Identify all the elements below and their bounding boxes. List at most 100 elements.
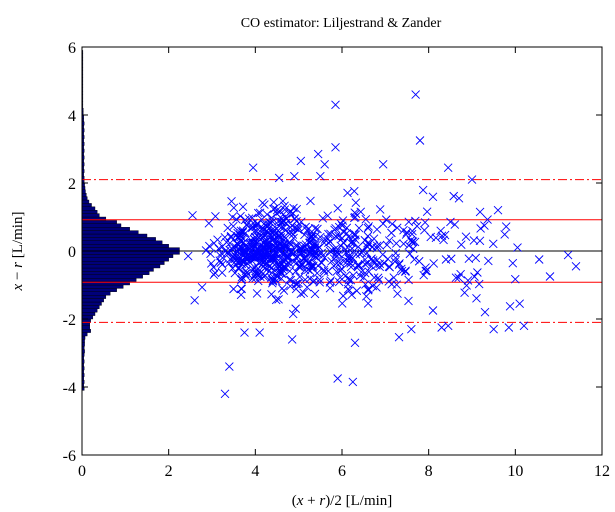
histogram-bar [81,271,150,275]
data-point [364,284,373,294]
data-point [504,323,514,332]
data-point [352,286,362,296]
data-point [337,264,347,274]
data-point [351,209,361,219]
data-point [329,261,339,271]
data-point [274,295,283,304]
data-point [328,246,337,255]
histogram-bar [81,288,117,292]
data-point [342,223,352,233]
data-point [440,230,450,240]
histogram-bar [81,247,180,252]
x-tick-label: 4 [251,463,259,480]
data-point [335,273,345,282]
data-point [227,196,236,206]
data-point [515,299,524,309]
data-point [472,293,481,303]
data-point [296,289,306,299]
data-point [217,268,227,278]
data-point [216,258,226,267]
data-point [410,237,420,247]
data-point [267,268,277,278]
data-point [256,225,266,235]
data-point [361,280,370,289]
data-point [408,226,417,236]
histogram-bar [81,254,174,258]
data-point [408,244,418,254]
data-point [363,299,373,308]
data-point [190,295,199,305]
data-point [262,210,272,219]
data-point [252,269,262,279]
data-point [383,254,393,264]
data-point [287,335,297,344]
data-point [310,289,320,299]
data-point [348,377,358,387]
data-point [393,289,402,298]
x-tick-label: 10 [507,463,523,480]
data-point [401,230,411,239]
data-point [231,231,241,240]
data-point [220,389,230,399]
histogram-bar [81,278,137,282]
data-point [449,191,459,201]
data-point [419,270,429,280]
data-point [292,204,302,214]
y-tick-label: 6 [68,40,76,57]
data-point [404,241,414,250]
data-point [343,188,352,198]
data-point [256,272,265,282]
data-point [362,241,371,251]
data-point [563,250,573,260]
data-point [451,273,461,282]
data-point [390,257,400,266]
data-point [474,279,484,289]
data-point [309,261,318,271]
data-point [294,225,303,235]
x-tick-label: 8 [425,463,433,480]
histogram-bar [81,226,130,231]
data-point [456,240,466,249]
data-point [267,255,277,264]
histogram-bar [81,332,88,337]
data-point [237,237,246,246]
data-point [316,258,326,267]
data-point [201,246,211,255]
data-point [291,267,301,276]
data-point [323,211,333,221]
data-point [467,175,477,184]
data-point [228,264,237,273]
data-point [396,264,406,274]
data-point [285,208,295,217]
data-point [374,275,384,285]
data-point [225,238,235,248]
data-point [381,215,391,224]
data-point [378,159,388,169]
data-point [222,237,231,247]
data-point [375,259,385,269]
data-point [375,241,385,250]
data-point [258,198,267,208]
data-point [461,232,471,242]
data-point [373,273,383,283]
data-point [443,321,453,331]
data-point [267,278,277,288]
data-point [331,100,340,110]
data-point [308,262,318,272]
data-point [333,204,343,213]
histogram-bar [81,329,91,333]
data-point [279,210,288,219]
data-point [235,231,245,241]
data-point [244,214,254,223]
data-point [289,203,298,213]
data-point [267,213,276,223]
data-point [245,239,255,249]
data-point [346,262,356,272]
data-point [252,238,262,248]
data-point [439,235,448,245]
data-point [418,185,428,195]
data-point [311,231,320,241]
data-point [225,362,234,371]
data-point [392,223,402,233]
